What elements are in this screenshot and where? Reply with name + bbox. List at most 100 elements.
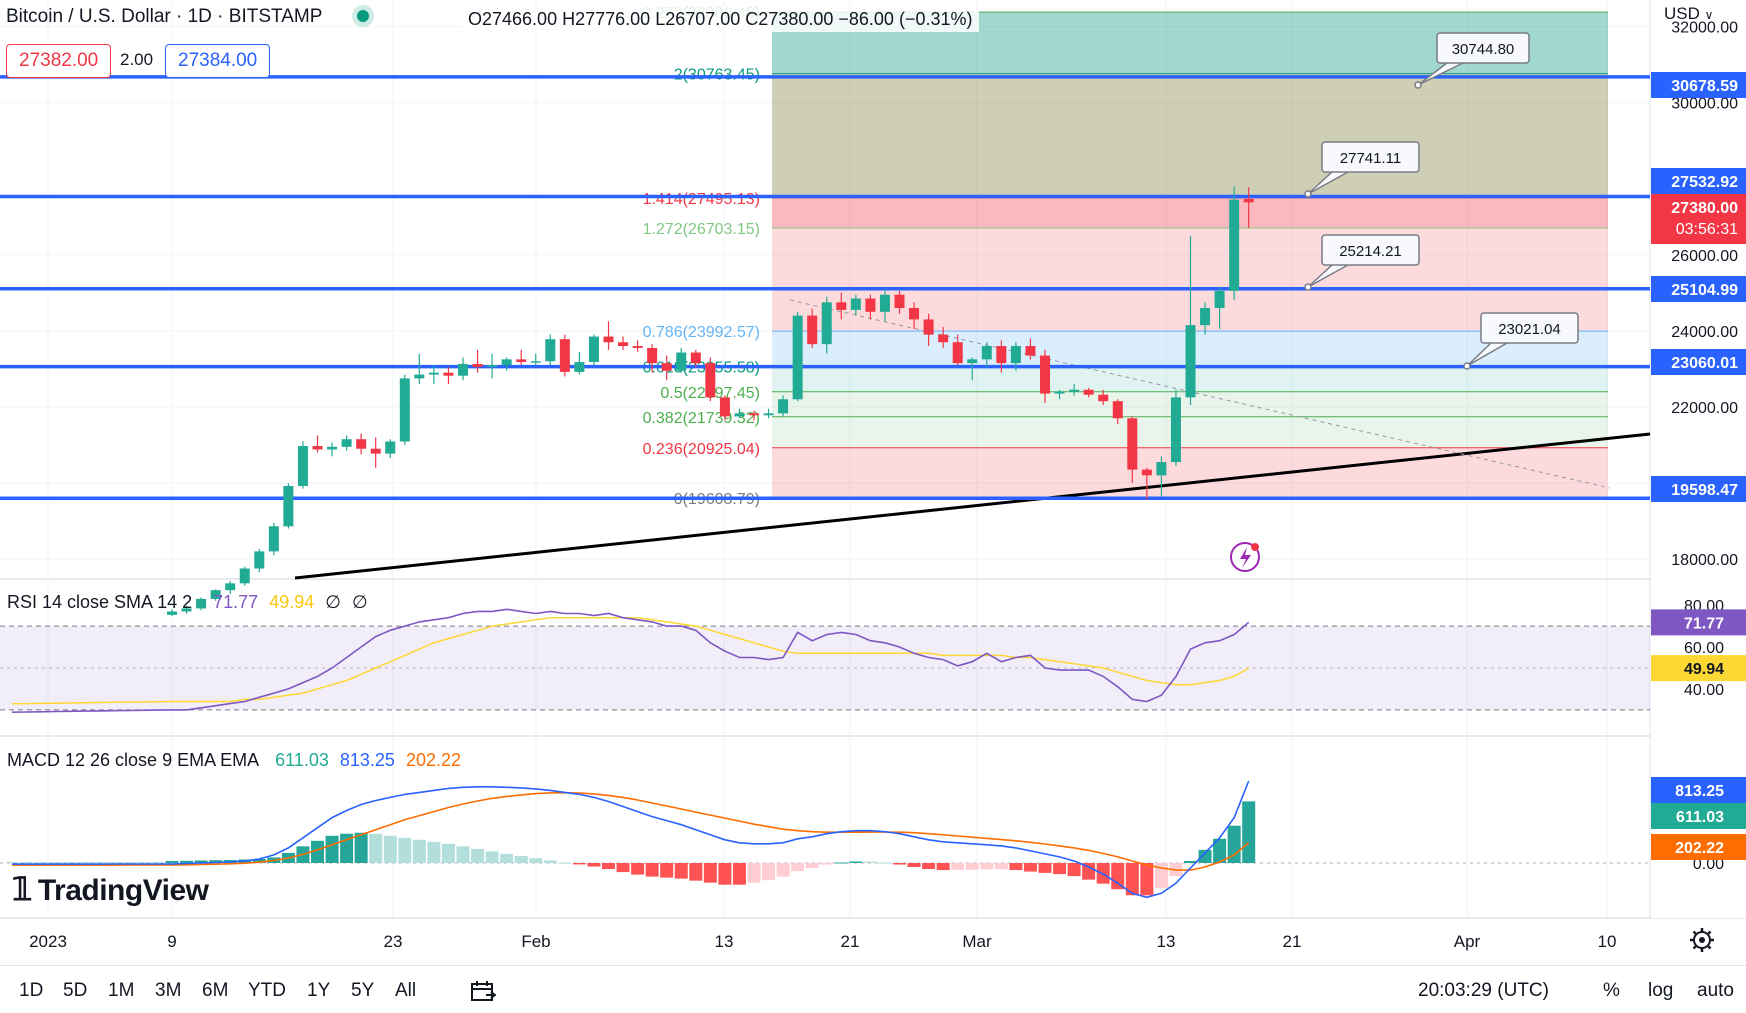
candle[interactable] (341, 435, 352, 451)
candle[interactable] (923, 313, 934, 347)
candle[interactable] (516, 349, 527, 366)
rsi-legend[interactable]: RSI 14 close SMA 14 2 71.77 49.94 ∅ ∅ (7, 592, 368, 613)
percent-toggle[interactable]: % (1603, 980, 1620, 1001)
range-5d[interactable]: 5D (63, 980, 88, 1001)
candle[interactable] (836, 292, 847, 320)
candle[interactable] (428, 365, 439, 385)
settings-gear-icon[interactable] (1690, 928, 1714, 952)
candle[interactable] (458, 357, 468, 381)
candle[interactable] (632, 340, 643, 352)
date-range-calendar-icon[interactable] (470, 980, 497, 1008)
symbol-title[interactable]: Bitcoin / U.S. Dollar · 1D · BITSTAMP (6, 6, 383, 28)
candle[interactable] (1243, 187, 1254, 228)
candle[interactable] (647, 344, 658, 373)
candle[interactable] (545, 334, 556, 366)
candle[interactable] (807, 308, 818, 348)
utc-clock[interactable]: 20:03:29 (UTC) (1418, 980, 1549, 1001)
candle[interactable] (1083, 387, 1094, 398)
candle[interactable] (443, 366, 454, 385)
candle[interactable] (1010, 342, 1021, 371)
candle[interactable] (792, 311, 803, 402)
candle[interactable] (472, 349, 483, 373)
candle[interactable] (909, 302, 920, 329)
log-toggle[interactable]: log (1648, 980, 1674, 1001)
candle[interactable] (559, 334, 570, 377)
candle[interactable] (1141, 467, 1152, 501)
range-ytd[interactable]: YTD (248, 980, 286, 1001)
candle[interactable] (981, 342, 992, 367)
candle[interactable] (865, 294, 876, 320)
candle[interactable] (676, 347, 687, 373)
price-callout[interactable]: 23021.04 (1463, 312, 1579, 370)
candle[interactable] (356, 433, 367, 455)
candle[interactable] (210, 589, 221, 601)
candle[interactable] (850, 294, 861, 316)
macd-legend[interactable]: MACD 12 26 close 9 EMA EMA 611.03 813.25… (7, 750, 461, 771)
candle[interactable] (1156, 456, 1167, 497)
candle[interactable] (370, 437, 381, 468)
range-5y[interactable]: 5Y (351, 980, 375, 1001)
candle[interactable] (1229, 186, 1240, 301)
sell-button[interactable]: 27382.00 (6, 44, 112, 78)
candle[interactable] (530, 353, 541, 366)
range-1y[interactable]: 1Y (307, 980, 331, 1001)
candle[interactable] (1025, 338, 1036, 360)
candle[interactable] (661, 355, 672, 381)
candle[interactable] (574, 351, 585, 375)
candle[interactable] (1069, 384, 1080, 396)
price-callout[interactable]: 30744.80 (1414, 32, 1530, 89)
candle[interactable] (283, 483, 294, 529)
candle[interactable] (1098, 389, 1109, 405)
candle[interactable] (1200, 302, 1211, 335)
candle[interactable] (225, 581, 236, 594)
candle[interactable] (894, 290, 905, 314)
candle[interactable] (967, 357, 978, 381)
candle[interactable] (938, 327, 949, 348)
candle[interactable] (268, 522, 279, 556)
candle[interactable] (690, 349, 701, 367)
candle[interactable] (821, 296, 832, 354)
auto-toggle[interactable]: auto (1697, 980, 1734, 1001)
range-1m[interactable]: 1M (108, 980, 135, 1001)
candle[interactable] (952, 334, 963, 366)
candle[interactable] (588, 334, 599, 366)
candle[interactable] (501, 357, 512, 371)
range-3m[interactable]: 3M (155, 980, 182, 1001)
candle[interactable] (167, 609, 177, 617)
candle[interactable] (181, 605, 192, 614)
candle[interactable] (414, 353, 425, 385)
candle[interactable] (239, 566, 250, 586)
candle[interactable] (1170, 389, 1181, 466)
candle[interactable] (1214, 287, 1225, 329)
range-1d[interactable]: 1D (19, 980, 44, 1001)
candle[interactable] (385, 439, 396, 459)
candle[interactable] (778, 395, 789, 417)
candle[interactable] (763, 408, 774, 419)
candle[interactable] (487, 353, 498, 379)
range-6m[interactable]: 6M (202, 980, 229, 1001)
candle[interactable] (1185, 235, 1196, 405)
candle[interactable] (996, 340, 1007, 373)
buy-button[interactable]: 27384.00 (165, 44, 271, 78)
event-lightning-icon[interactable] (1230, 542, 1260, 572)
candle[interactable] (879, 289, 890, 322)
candle[interactable] (734, 408, 745, 419)
candle[interactable] (1054, 389, 1065, 400)
currency-menu[interactable]: USD ∨ (1664, 4, 1713, 24)
candle[interactable] (1112, 399, 1123, 424)
candle[interactable] (705, 357, 716, 402)
candle[interactable] (327, 442, 338, 457)
price-callout[interactable]: 27741.11 (1304, 141, 1420, 198)
range-all[interactable]: All (395, 980, 417, 1001)
candle[interactable] (297, 441, 308, 489)
candle[interactable] (312, 435, 323, 453)
candle[interactable] (1040, 349, 1050, 404)
price-chart[interactable]: 2.272(32380.48)2(30763.45)1.414(27495.13… (0, 0, 1746, 965)
candle[interactable] (1127, 416, 1138, 483)
price-callout[interactable]: 25214.21 (1304, 234, 1420, 291)
candle[interactable] (196, 597, 207, 611)
candle[interactable] (254, 549, 265, 573)
candle[interactable] (618, 336, 629, 350)
candle[interactable] (603, 321, 614, 350)
candle[interactable] (749, 410, 759, 421)
